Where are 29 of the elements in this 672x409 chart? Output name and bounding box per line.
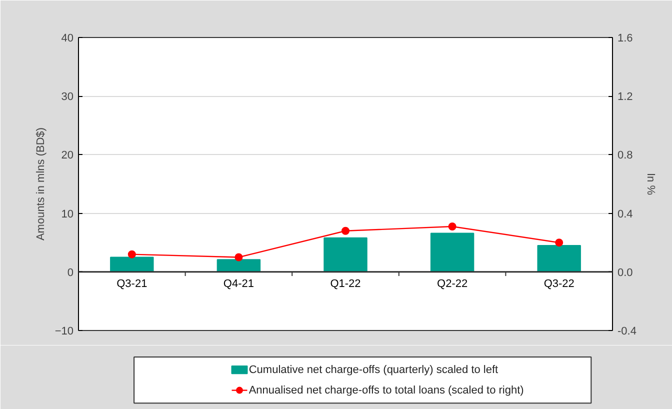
y-tick-label: 0 <box>67 266 74 279</box>
x-tick-label: Q3-21 <box>116 278 148 290</box>
y-tick-label: 10 <box>61 208 74 220</box>
y-tick-label: 30 <box>61 91 74 104</box>
y-tick-label: 20 <box>61 150 74 162</box>
y-axis-title: Amounts in mlns (BD$) <box>34 127 47 241</box>
bar <box>324 237 368 272</box>
point <box>342 226 350 235</box>
y2-tick-label: -0.4 <box>618 326 636 338</box>
y2-tick-label: 1.6 <box>618 32 633 44</box>
y2-axis-title: In % <box>644 172 656 196</box>
point <box>234 253 243 262</box>
point <box>128 250 136 258</box>
legend-label: Annualised net charge-offs to total loans (scaled to right) <box>248 384 524 396</box>
y-tick-label: −10 <box>54 326 74 338</box>
x-tick-label: Q3-22 <box>544 278 574 290</box>
x-tick-label: Q2-22 <box>437 278 468 290</box>
bar <box>537 245 581 272</box>
bar <box>430 232 474 272</box>
y2-tick-label: 0.0 <box>618 266 633 279</box>
x-tick-label: Q4-21 <box>223 278 254 290</box>
y2-tick-label: 1.2 <box>618 91 633 104</box>
y-tick-label: 40 <box>61 32 74 44</box>
point <box>448 222 456 230</box>
y2-tick-label: 0.4 <box>618 208 633 220</box>
point <box>555 238 564 247</box>
y2-tick-label: 0.8 <box>618 150 633 162</box>
x-tick-label: Q1-22 <box>330 278 361 290</box>
legend-label: Cumulative net charge-offs (quarterly) scaled to left <box>248 364 498 376</box>
